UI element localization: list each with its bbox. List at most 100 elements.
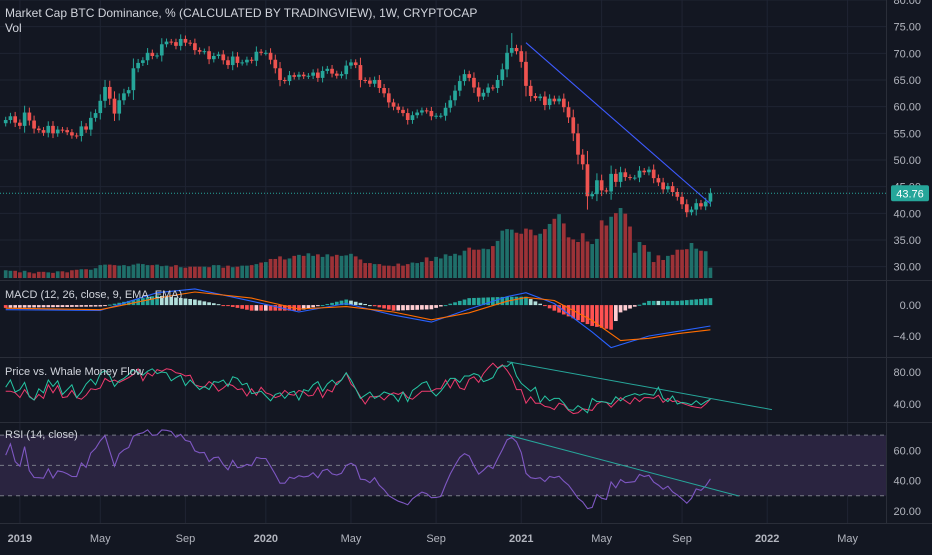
volume-bar: [372, 264, 377, 278]
volume-bar: [155, 264, 159, 278]
volume-bar: [632, 252, 637, 278]
macd-histogram-bar: [273, 305, 278, 311]
candle-body: [656, 178, 661, 183]
macd-histogram-bar: [13, 305, 18, 308]
volume-bar: [420, 262, 424, 278]
candle-body: [93, 113, 98, 118]
candle-body: [174, 42, 178, 46]
candle-body: [684, 204, 689, 213]
volume-bar: [675, 249, 680, 278]
volume-bar: [467, 247, 472, 278]
volume-bar: [415, 263, 420, 278]
macd-histogram-bar: [377, 305, 382, 308]
volume-bar: [174, 265, 178, 278]
volume-bar: [353, 256, 358, 278]
candle-body: [457, 81, 462, 91]
candle-body: [131, 68, 136, 91]
volume-bar: [70, 270, 74, 278]
candle-body: [178, 38, 183, 46]
volume-bar: [282, 259, 287, 278]
macd-histogram-bar: [193, 299, 197, 306]
candle-body: [169, 41, 174, 43]
macd-histogram-bar: [3, 305, 8, 308]
volume-bar: [65, 272, 70, 278]
candle-body: [70, 132, 74, 136]
rsi-tick-label: 20.00: [893, 506, 921, 518]
whale-tick-label: 40.00: [893, 399, 921, 411]
candle-body: [670, 186, 675, 192]
macd-histogram-bar: [155, 295, 159, 306]
rsi-trendline: [506, 434, 739, 497]
macd-histogram-bar: [694, 299, 699, 306]
candle-body: [164, 41, 169, 45]
macd-histogram-bar: [65, 305, 70, 307]
volume-bar: [240, 265, 245, 278]
volume-bar: [566, 237, 571, 278]
macd-histogram-bar: [159, 295, 164, 306]
volume-bar: [216, 265, 221, 278]
macd-histogram-bar: [51, 305, 55, 308]
price-tick-label: 60.00: [893, 102, 921, 114]
macd-histogram-bar: [580, 305, 585, 323]
macd-histogram-bar: [287, 305, 292, 311]
volume-bar: [505, 229, 509, 278]
candle-body: [453, 90, 457, 101]
macd-histogram-bar: [145, 297, 150, 306]
candle-body: [396, 106, 401, 110]
macd-histogram-bar: [585, 305, 590, 325]
candle-body: [358, 65, 363, 80]
macd-histogram-bar: [524, 296, 528, 306]
candle-body: [141, 60, 145, 63]
macd-histogram-bar: [595, 305, 599, 327]
macd-histogram-bar: [70, 305, 74, 307]
macd-histogram-bar: [103, 305, 107, 307]
macd-histogram-bar: [93, 305, 98, 307]
candle-body: [694, 203, 699, 210]
volume-label: Vol: [5, 21, 22, 35]
macd-label: MACD (12, 26, close, 9, EMA, EMA): [5, 289, 182, 301]
volume-bar: [609, 216, 613, 278]
volume-bar: [306, 253, 311, 278]
macd-histogram-bar: [618, 305, 623, 313]
candle-body: [145, 52, 150, 61]
volume-bar: [561, 223, 566, 278]
volume-bar: [443, 254, 448, 278]
volume-bar: [74, 269, 79, 278]
macd-histogram-bar: [680, 300, 684, 306]
macd-histogram-bar: [254, 305, 259, 311]
candle-body: [642, 170, 647, 173]
candle-body: [197, 50, 202, 52]
candle-body: [32, 120, 36, 129]
time-tick-label: 2020: [254, 533, 278, 545]
candle-body: [528, 85, 533, 96]
candle-body: [207, 51, 211, 60]
candle-body: [401, 109, 405, 114]
macd-histogram-bar: [202, 301, 207, 306]
candle-body: [339, 74, 344, 76]
macd-histogram-bar: [486, 297, 490, 306]
macd-histogram-bar: [245, 305, 249, 310]
time-tick-label: 2021: [509, 533, 533, 545]
macd-histogram-bar: [571, 305, 576, 319]
volume-bar: [618, 208, 623, 278]
candle-body: [107, 86, 112, 99]
macd-histogram-bar: [178, 297, 183, 306]
candle-body: [306, 75, 311, 77]
volume-bar: [689, 243, 694, 278]
macd-histogram-bar: [613, 305, 618, 322]
candle-body: [666, 186, 670, 190]
candle-body: [571, 117, 576, 134]
candle-body: [183, 38, 188, 43]
macd-histogram-bar: [334, 301, 339, 306]
candle-body: [316, 72, 320, 78]
volume-bar: [538, 233, 543, 278]
macd-histogram-bar: [221, 305, 226, 307]
volume-bar: [268, 258, 273, 278]
price-tick-label: 50.00: [893, 155, 921, 167]
macd-histogram-bar: [666, 300, 670, 306]
candle-body: [628, 177, 632, 179]
candle-body: [576, 133, 580, 155]
volume-bar: [107, 264, 112, 278]
volume-bar: [557, 214, 561, 278]
